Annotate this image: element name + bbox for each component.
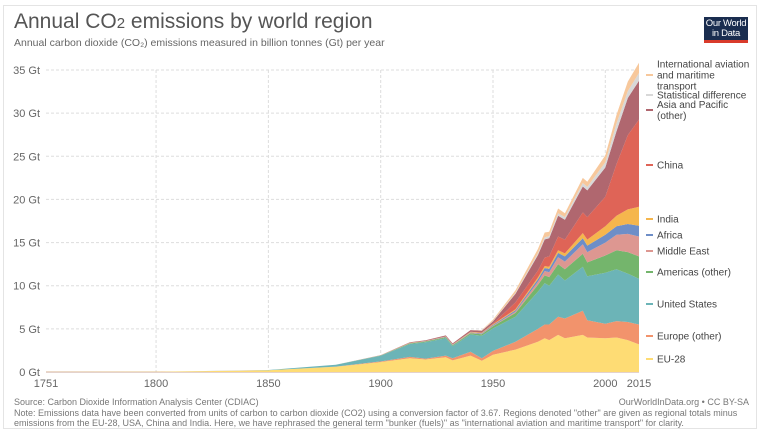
legend-label: Middle East <box>657 247 709 258</box>
legend-item[interactable]: EU-28 <box>646 355 686 366</box>
y-tick-label: 5 Gt <box>19 324 40 336</box>
note-text: Note: Emissions data have been converted… <box>14 407 738 429</box>
x-tick-label: 2000 <box>593 378 617 390</box>
y-tick-label: 20 Gt <box>13 194 40 206</box>
title-text: Annual CO <box>14 10 117 33</box>
chart-frame <box>3 5 757 429</box>
x-tick-label: 1800 <box>144 378 168 390</box>
x-tick-label: 1950 <box>481 378 505 390</box>
legend-label: Europe (other) <box>657 332 721 343</box>
legend-label: Africa <box>657 231 683 242</box>
area-middle-east[interactable] <box>46 233 639 372</box>
y-tick-label: 25 Gt <box>13 151 40 163</box>
credit-link[interactable]: OurWorldInData.org • CC BY-SA <box>618 397 749 407</box>
legend-item[interactable]: India <box>646 215 679 226</box>
area-eu-28[interactable] <box>46 334 639 372</box>
logo-line-1: Our World <box>705 18 747 29</box>
legend-label: Statistical difference <box>657 91 747 102</box>
legend-item[interactable]: Statistical difference <box>646 91 747 102</box>
area-series <box>46 62 639 372</box>
x-tick-label: 1751 <box>34 378 58 390</box>
y-axis-ticks: 0 Gt 5 Gt 10 Gt 15 Gt 20 Gt 25 Gt 30 Gt 35 Gt <box>13 65 40 379</box>
y-tick-label: 15 Gt <box>13 238 40 250</box>
footer: Source: Carbon Dioxide Information Analy… <box>14 397 749 429</box>
legend-label: (other) <box>657 111 686 122</box>
legend-label: International aviation <box>657 60 749 71</box>
title-subscript: 2 <box>116 15 126 32</box>
x-tick-label: 1900 <box>368 378 392 390</box>
legend-label: and maritime <box>657 71 715 82</box>
legend-item[interactable]: United States <box>646 300 717 311</box>
y-tick-label: 35 Gt <box>13 65 40 77</box>
owid-logo[interactable]: Our World in Data <box>704 17 748 43</box>
area-europe-other-[interactable] <box>46 310 639 372</box>
logo-line-2: in Data <box>711 28 740 39</box>
legend-label: transport <box>657 82 697 93</box>
x-tick-label: 1850 <box>256 378 280 390</box>
legend-item[interactable]: China <box>646 161 684 172</box>
legend-label: EU-28 <box>657 355 686 366</box>
y-tick-label: 30 Gt <box>13 108 40 120</box>
legend-label: Asia and Pacific <box>657 100 728 111</box>
area-united-states[interactable] <box>46 266 639 372</box>
area-americas-other-[interactable] <box>46 250 639 372</box>
y-tick-label: 10 Gt <box>13 281 40 293</box>
x-axis-ticks: 1751 1800 1850 1900 1950 2000 2015 <box>34 378 651 390</box>
legend-item[interactable]: Africa <box>646 231 683 242</box>
legend-label: China <box>657 161 684 172</box>
chart-title: Annual CO2 emissions by world region <box>14 10 373 34</box>
legend-item[interactable]: Asia and Pacific(other) <box>646 100 728 122</box>
legend-item[interactable]: Middle East <box>646 247 709 258</box>
legend-label: United States <box>657 300 717 311</box>
chart-subtitle: Annual carbon dioxide (CO₂) emissions me… <box>14 37 385 49</box>
legend-label: India <box>657 215 679 226</box>
x-tick-label: 2015 <box>627 378 651 390</box>
legend-label: Americas (other) <box>657 268 731 279</box>
title-text-rest: emissions by world region <box>125 10 373 33</box>
source-text: Source: Carbon Dioxide Information Analy… <box>14 397 259 407</box>
legend-item[interactable]: Americas (other) <box>646 268 731 279</box>
legend-item[interactable]: Europe (other) <box>646 332 721 343</box>
y-tick-label: 0 Gt <box>19 367 40 379</box>
